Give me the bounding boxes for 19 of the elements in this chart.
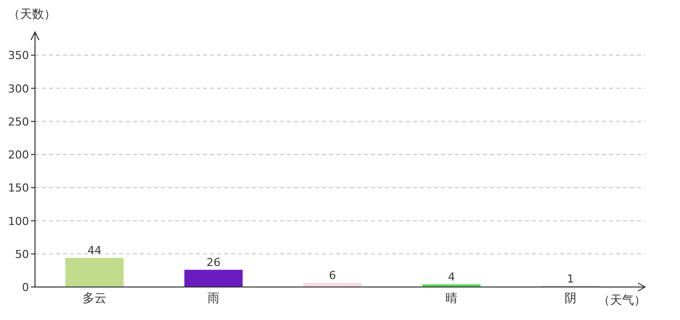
y-tick-label: 250	[8, 115, 29, 128]
y-tick-label: 50	[15, 248, 29, 261]
data-label: 6	[329, 269, 336, 282]
data-label: 44	[88, 244, 102, 257]
x-tick-label: 多云	[82, 291, 106, 305]
y-tick-label: 350	[8, 49, 29, 62]
y-axis-title: （天数）	[8, 7, 56, 21]
y-tick-label: 100	[8, 214, 29, 228]
y-tick-label: 200	[8, 148, 29, 162]
y-tick-label: 300	[8, 82, 29, 96]
x-axis-title: （天气）	[598, 293, 646, 307]
y-tick-label: 150	[8, 182, 29, 195]
x-tick-label: 晴	[446, 291, 458, 305]
data-label: 26	[206, 256, 220, 269]
x-tick-label: 雨	[208, 291, 220, 305]
y-tick-label: 0	[22, 281, 29, 294]
data-label: 1	[567, 272, 574, 286]
x-tick-label: 阴	[564, 291, 576, 305]
data-label: 4	[448, 270, 455, 284]
